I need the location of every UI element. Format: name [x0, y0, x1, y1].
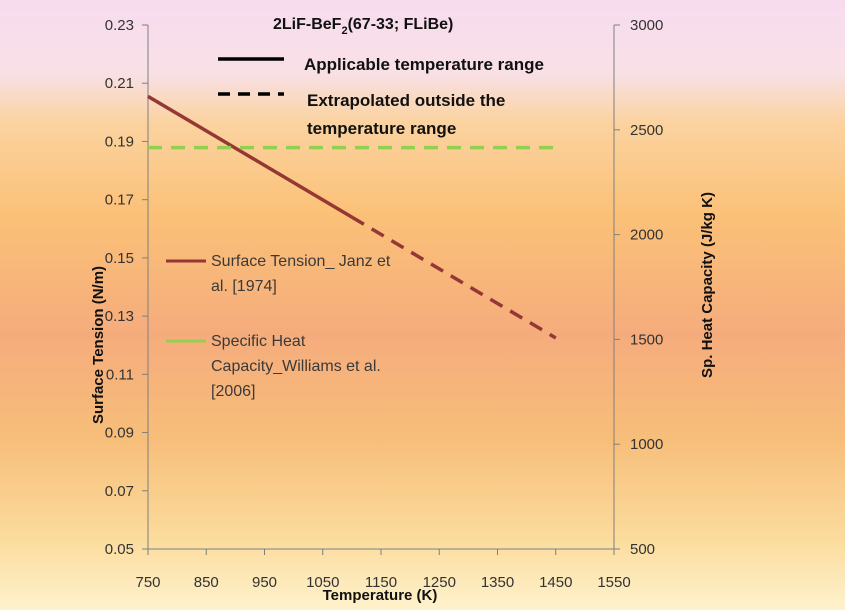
series-line-surface-tension-extrapolated	[350, 215, 557, 340]
x-tick-label: 1550	[597, 574, 630, 591]
legend-label-surface-tension-1: Surface Tension_ Janz et	[211, 253, 391, 270]
legend-label-surface-tension-2: al. [1974]	[211, 278, 277, 295]
y2-tick-label: 3000	[630, 17, 663, 34]
x-tick-label: 1350	[481, 574, 514, 591]
y-tick-label: 0.21	[105, 75, 134, 92]
y-tick-label: 0.23	[105, 17, 134, 34]
x-tick-label: 1450	[539, 574, 572, 591]
y-tick-label: 0.19	[105, 133, 134, 150]
y2-axis-title: Sp. Heat Capacity (J/kg K)	[699, 192, 716, 378]
legend-label-heat-capacity-1: Specific Heat	[211, 333, 306, 350]
y-tick-label: 0.07	[105, 483, 134, 500]
series-line-surface-tension-applicable	[147, 94, 353, 219]
extrapolated-note-line2: temperature range	[307, 119, 456, 138]
legend: Surface Tension_ Janz et al. [1974] Spec…	[166, 253, 391, 400]
y-tick-label: 0.17	[105, 192, 134, 209]
x-axis-title: Temperature (K)	[323, 587, 438, 604]
tick-labels: 750 850 950 1050 1150 1250 1350 1450 1550 0.05 0.0…	[105, 17, 664, 591]
legend-label-heat-capacity-3: [2006]	[211, 383, 255, 400]
applicable-range-note: Applicable temperature range	[304, 55, 544, 74]
extrapolated-note-line1: Extrapolated outside the	[307, 91, 505, 110]
y-tick-label: 0.09	[105, 425, 134, 442]
y2-tick-label: 2500	[630, 122, 663, 139]
y-tick-label: 0.11	[106, 366, 134, 383]
legend-label-heat-capacity-2: Capacity_Williams et al.	[211, 358, 381, 375]
y2-tick-label: 1500	[630, 331, 663, 348]
x-tick-label: 1250	[423, 574, 456, 591]
x-tick-label: 750	[135, 574, 160, 591]
y-tick-label: 0.05	[105, 541, 134, 558]
y2-tick-label: 500	[630, 541, 655, 558]
chart-title: 2LiF-BeF2(67-33; FLiBe)	[273, 16, 453, 37]
y2-tick-label: 1000	[630, 436, 663, 453]
x-tick-label: 1150	[365, 574, 397, 591]
x-tick-label: 950	[252, 574, 277, 591]
series	[147, 94, 557, 340]
x-tick-label: 1050	[306, 574, 339, 591]
y-tick-label: 0.13	[105, 308, 134, 325]
y-tick-label: 0.15	[105, 250, 134, 267]
x-tick-label: 850	[194, 574, 219, 591]
y2-tick-label: 2000	[630, 227, 663, 244]
y-axis-title: Surface Tension (N/m)	[90, 266, 107, 424]
axes	[142, 24, 620, 555]
